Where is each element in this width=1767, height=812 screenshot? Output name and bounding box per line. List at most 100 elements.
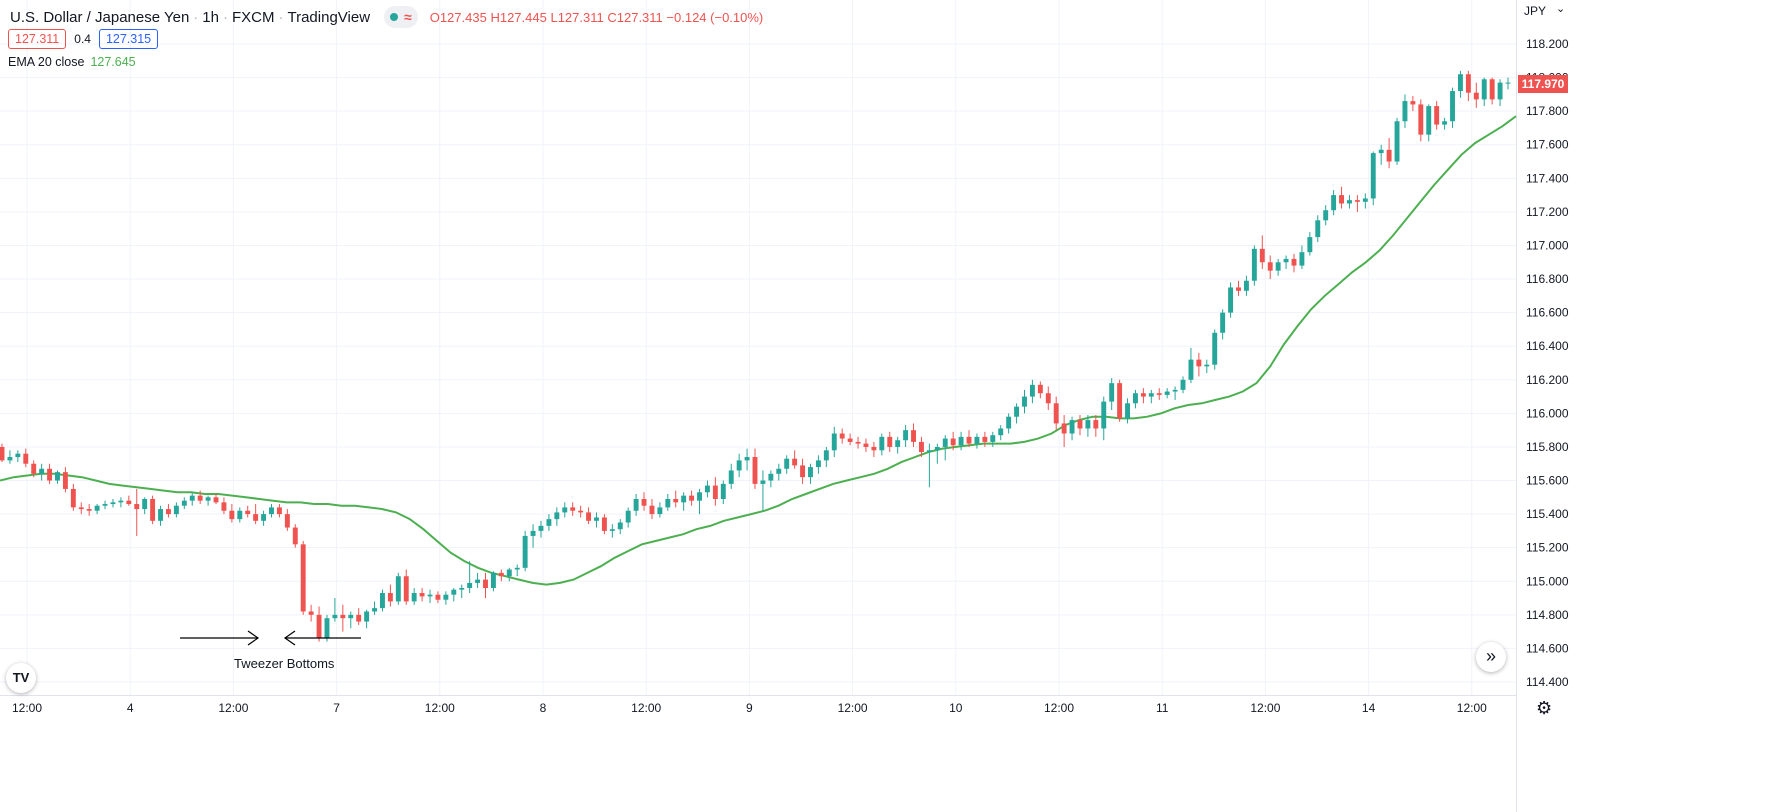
- candle-up: [530, 530, 536, 536]
- candle-up: [1347, 200, 1352, 204]
- candle-up: [1299, 252, 1305, 266]
- candle-down: [689, 495, 695, 501]
- candle-down: [1156, 393, 1162, 395]
- candle-up: [237, 510, 243, 520]
- candle-down: [871, 446, 877, 451]
- candle-down: [1267, 262, 1273, 271]
- candle-up: [609, 529, 615, 531]
- candle-up: [1220, 312, 1226, 333]
- price-tick-label: 115.000: [1526, 574, 1569, 588]
- candle-down: [126, 500, 132, 505]
- buy-price-button[interactable]: 127.315: [98, 29, 159, 49]
- candle-up: [1497, 82, 1503, 100]
- source-label: TradingView: [287, 8, 371, 26]
- candle-down: [316, 614, 322, 639]
- candle-down: [1489, 79, 1495, 100]
- price-tick-label: 117.400: [1526, 171, 1569, 185]
- candle-up: [1014, 406, 1020, 417]
- candle-up: [633, 498, 639, 511]
- candle-up: [1402, 101, 1408, 122]
- candle-down: [1339, 195, 1345, 204]
- time-tick-label: 12:00: [1457, 701, 1487, 715]
- candle-up: [1243, 280, 1249, 291]
- candle-up: [1148, 393, 1154, 397]
- candle-down: [70, 488, 76, 508]
- candle-up: [538, 525, 544, 531]
- candle-down: [887, 436, 893, 447]
- candle-up: [490, 572, 496, 588]
- price-tick-label: 117.200: [1526, 205, 1569, 219]
- double-chevron-right-icon[interactable]: »: [1476, 642, 1506, 672]
- time-tick-label: 12:00: [1044, 701, 1074, 715]
- candle-down: [1465, 74, 1471, 93]
- candle-down: [197, 495, 203, 501]
- interval-label[interactable]: 1h: [202, 8, 219, 26]
- tradingview-logo[interactable]: TV: [6, 663, 36, 693]
- candle-up: [562, 507, 568, 513]
- candle-down: [229, 510, 235, 520]
- ema-20-line: [0, 115, 1517, 586]
- candles-layer: [0, 70, 1511, 642]
- candle-down: [150, 498, 156, 521]
- price-tick-label: 117.800: [1526, 104, 1569, 118]
- candle-down: [1291, 258, 1297, 266]
- candle-up: [998, 428, 1004, 436]
- candle-up: [102, 504, 108, 506]
- sell-price-button[interactable]: 127.311: [8, 29, 67, 49]
- candle-up: [348, 614, 354, 619]
- candle-up: [926, 450, 932, 452]
- price-axis[interactable]: 114.400 114.600 114.800 115.000 115.200 115.4…: [1526, 37, 1569, 689]
- candle-up: [55, 472, 60, 481]
- candle-up: [974, 436, 980, 444]
- candle-up: [1251, 248, 1257, 281]
- candle-down: [86, 509, 92, 511]
- candle-down: [165, 509, 171, 515]
- gear-icon[interactable]: ⚙: [1536, 698, 1553, 718]
- candle-up: [1101, 401, 1107, 429]
- candle-up: [189, 495, 195, 501]
- time-tick-label: 12:00: [218, 701, 248, 715]
- market-open-icon: [390, 13, 399, 21]
- candle-down: [839, 433, 845, 439]
- candle-down: [863, 443, 869, 447]
- candle-up: [1370, 153, 1376, 199]
- candle-up: [594, 517, 599, 521]
- price-tick-label: 118.200: [1526, 37, 1569, 51]
- currency-label[interactable]: JPY: [1524, 4, 1547, 18]
- chevron-down-icon[interactable]: ⌄: [1556, 3, 1566, 15]
- candle-up: [1331, 195, 1337, 211]
- time-tick-label: 12:00: [12, 701, 42, 715]
- ema-legend-label: EMA 20 close: [8, 55, 85, 69]
- candle-down: [601, 517, 607, 531]
- symbol-name[interactable]: U.S. Dollar / Japanese Yen: [10, 8, 190, 26]
- tweezer-bottoms-label: Tweezer Bottoms: [234, 656, 335, 671]
- ohlc-low: L127.311: [550, 9, 604, 25]
- candle-down: [78, 507, 84, 510]
- time-axis[interactable]: 12:00 4 12:00 7 12:00 8 12:00 9 12:00 10 12:00 11 12…: [12, 701, 1487, 715]
- candle-down: [752, 457, 758, 484]
- candle-down: [1236, 287, 1241, 291]
- candle-down: [1037, 384, 1043, 394]
- price-tick-label: 115.200: [1526, 541, 1569, 555]
- candle-up: [1085, 420, 1091, 429]
- candle-down: [1045, 393, 1051, 404]
- candle-up: [1188, 359, 1194, 380]
- candle-up: [1283, 258, 1289, 263]
- price-tick-label: 117.000: [1526, 238, 1569, 252]
- candle-up: [776, 468, 782, 474]
- candle-up: [1426, 106, 1432, 135]
- candle-up: [720, 483, 726, 499]
- candle-down: [356, 614, 362, 622]
- candle-down: [1061, 423, 1067, 434]
- candle-down: [1410, 101, 1416, 105]
- price-tick-label: 116.200: [1526, 373, 1569, 387]
- market-status-pill[interactable]: ≈: [384, 6, 418, 28]
- wave-icon: ≈: [404, 9, 412, 25]
- candle-up: [1164, 391, 1170, 395]
- ema-legend[interactable]: EMA 20 close 127.645: [8, 55, 136, 69]
- time-tick-label: 12:00: [425, 701, 455, 715]
- candle-down: [578, 510, 584, 513]
- price-tick-label: 116.600: [1526, 306, 1569, 320]
- candle-up: [768, 473, 774, 481]
